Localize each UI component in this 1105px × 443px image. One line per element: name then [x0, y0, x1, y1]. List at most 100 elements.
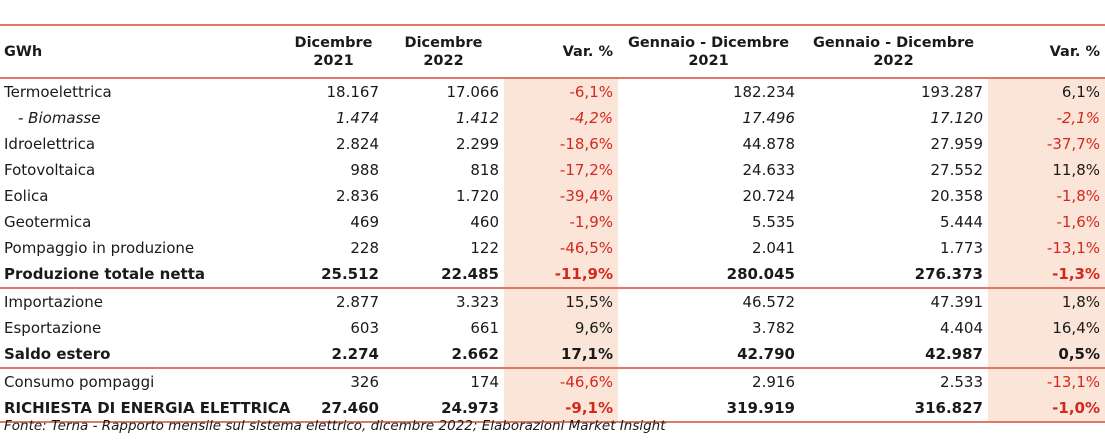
var-month: 17,1%	[504, 341, 618, 369]
var-year: -1,3%	[988, 261, 1105, 289]
var-year: -13,1%	[988, 368, 1105, 395]
row-label: Geotermica	[4, 213, 92, 231]
table-row: Geotermica 469 460 -1,9% 5.535 5.444 -1,6%	[0, 209, 1105, 235]
value-year-2022: 27.959	[930, 135, 984, 153]
value-year-2021: 182.234	[732, 83, 795, 101]
source-footnote: Fonte: Terna - Rapporto mensile sul sist…	[4, 418, 666, 434]
var-year: -13,1%	[988, 235, 1105, 261]
header-year-2021: Gennaio - Dicembre 2021	[618, 24, 800, 79]
header-var-month: Var. %	[504, 24, 618, 79]
value-dec-2022: 174	[470, 373, 499, 391]
table-row: Importazione 2.877 3.323 15,5% 46.572 47.391 1…	[0, 288, 1105, 315]
table-row: Idroelettrica 2.824 2.299 -18,6% 44.878 27.95…	[0, 131, 1105, 157]
value-dec-2021: 228	[350, 239, 379, 257]
value-year-2021: 319.919	[618, 395, 800, 423]
row-label: Saldo estero	[0, 341, 284, 369]
table-row: Pompaggio in produzione 228 122 -46,5% 2.041…	[0, 235, 1105, 261]
value-year-2022: 27.552	[930, 161, 984, 179]
value-dec-2021: 469	[350, 213, 379, 231]
value-dec-2021: 1.474	[336, 109, 379, 127]
var-year: -1,6%	[988, 209, 1105, 235]
row-label: Pompaggio in produzione	[4, 239, 195, 257]
var-year: 16,4%	[988, 315, 1105, 341]
row-label: Termoelettrica	[4, 83, 112, 101]
value-year-2022: 193.287	[920, 83, 983, 101]
row-label: Produzione totale netta	[0, 261, 284, 289]
var-year: -1,0%	[988, 395, 1105, 423]
var-month: -17,2%	[504, 157, 618, 183]
value-year-2022: 1.773	[940, 239, 983, 257]
row-label: - Biomasse	[18, 109, 101, 127]
row-label: Eolica	[4, 187, 49, 205]
value-dec-2021: 2.824	[336, 135, 379, 153]
value-year-2021: 20.724	[742, 187, 796, 205]
value-year-2022: 20.358	[930, 187, 984, 205]
header-unit: GWh	[0, 24, 284, 79]
table-row: Fotovoltaica 988 818 -17,2% 24.633 27.552 11,8…	[0, 157, 1105, 183]
value-dec-2022: 17.066	[446, 83, 500, 101]
table-row: Termoelettrica 18.167 17.066 -6,1% 182.234 19…	[0, 78, 1105, 105]
header-var-year: Var. %	[988, 24, 1105, 79]
value-dec-2022: 22.485	[384, 261, 504, 289]
table-body: Termoelettrica 18.167 17.066 -6,1% 182.234 19…	[0, 78, 1105, 423]
row-label: Fotovoltaica	[4, 161, 96, 179]
value-year-2022: 47.391	[930, 293, 984, 311]
value-dec-2021: 988	[350, 161, 379, 179]
value-dec-2021: 2.877	[336, 293, 379, 311]
var-month: -46,6%	[504, 368, 618, 395]
row-label: Idroelettrica	[4, 135, 96, 153]
row-label: Importazione	[4, 293, 103, 311]
value-dec-2021: 27.460	[284, 395, 384, 423]
table-row: Saldo estero 2.274 2.662 17,1% 42.790 42.987 0…	[0, 341, 1105, 369]
value-dec-2022: 122	[470, 239, 499, 257]
value-dec-2021: 2.836	[336, 187, 379, 205]
value-dec-2022: 818	[470, 161, 499, 179]
value-year-2022: 2.533	[940, 373, 983, 391]
value-year-2021: 17.496	[742, 109, 796, 127]
row-label: RICHIESTA DI ENERGIA ELETTRICA	[0, 395, 290, 423]
value-dec-2021: 2.274	[284, 341, 384, 369]
var-month: -9,1%	[504, 395, 618, 423]
row-label: Esportazione	[4, 319, 102, 337]
var-year: 6,1%	[988, 78, 1105, 105]
var-month: -39,4%	[504, 183, 618, 209]
value-dec-2022: 3.323	[456, 293, 499, 311]
value-year-2022: 42.987	[800, 341, 988, 369]
value-dec-2022: 24.973	[384, 395, 504, 423]
header-dec-2022: Dicembre 2022	[384, 24, 504, 79]
var-month: 15,5%	[504, 288, 618, 315]
value-year-2021: 44.878	[742, 135, 796, 153]
value-year-2022: 5.444	[940, 213, 983, 231]
value-year-2022: 17.120	[930, 109, 984, 127]
var-year: -2,1%	[988, 105, 1105, 131]
table-row: RICHIESTA DI ENERGIA ELETTRICA 27.460 24.9…	[0, 395, 1105, 423]
value-dec-2022: 2.662	[384, 341, 504, 369]
value-dec-2022: 1.720	[456, 187, 499, 205]
var-month: -18,6%	[504, 131, 618, 157]
value-dec-2021: 603	[350, 319, 379, 337]
var-year: 0,5%	[988, 341, 1105, 369]
var-year: -37,7%	[988, 131, 1105, 157]
header-dec-2021: Dicembre 2021	[284, 24, 384, 79]
var-month: -46,5%	[504, 235, 618, 261]
value-year-2021: 3.782	[752, 319, 795, 337]
table-row: - Biomasse 1.474 1.412 -4,2% 17.496 17.120 -2,…	[0, 105, 1105, 131]
value-year-2022: 276.373	[800, 261, 988, 289]
value-dec-2021: 18.167	[326, 83, 380, 101]
var-year: 11,8%	[988, 157, 1105, 183]
table-row: Consumo pompaggi 326 174 -46,6% 2.916 2.533 -1…	[0, 368, 1105, 395]
value-dec-2022: 1.412	[456, 109, 499, 127]
value-year-2022: 4.404	[940, 319, 983, 337]
var-year: 1,8%	[988, 288, 1105, 315]
energy-balance-table: GWh Dicembre 2021 Dicembre 2022 Var. % Gen…	[0, 24, 1105, 423]
header-year-2022: Gennaio - Dicembre 2022	[800, 24, 988, 79]
var-year: -1,8%	[988, 183, 1105, 209]
row-label: Consumo pompaggi	[4, 373, 155, 391]
value-dec-2022: 661	[470, 319, 499, 337]
value-dec-2022: 2.299	[456, 135, 499, 153]
table-row: Esportazione 603 661 9,6% 3.782 4.404 16,4%	[0, 315, 1105, 341]
value-year-2021: 5.535	[752, 213, 795, 231]
value-dec-2022: 460	[470, 213, 499, 231]
var-month: -4,2%	[504, 105, 618, 131]
table-row: Eolica 2.836 1.720 -39,4% 20.724 20.358 -1,8%	[0, 183, 1105, 209]
